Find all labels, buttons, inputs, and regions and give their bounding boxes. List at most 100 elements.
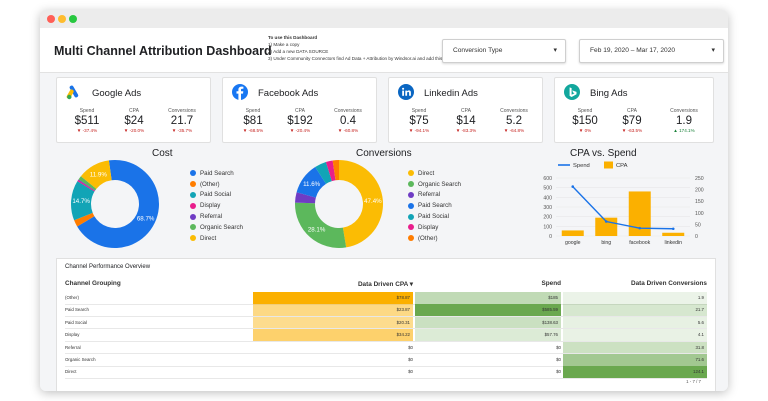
donut-slice-referral[interactable] (78, 179, 96, 191)
spend-line[interactable] (572, 186, 674, 230)
cost-legend: Paid Search (Other) Paid Social Display Refe… (190, 168, 243, 244)
legend-label: Paid Search (200, 169, 234, 177)
cpa-vs-spend-chart[interactable]: 6005004003002001000250200150100500google… (494, 160, 716, 254)
donut-slice-referral[interactable] (295, 192, 316, 204)
column-header-conversions[interactable]: Data Driven Conversions (630, 280, 707, 287)
legend-item[interactable]: Direct (408, 168, 461, 179)
legend-swatch (408, 213, 414, 220)
y-tick-left: 500 (543, 186, 552, 192)
legend-label: Organic Search (418, 180, 461, 188)
spend-point-google[interactable] (571, 185, 575, 188)
linkedin-ads-card[interactable]: Linkedin Ads Spend $75 ▼ -94.1% CPA $14 ▼ -8… (388, 77, 543, 143)
conversions-chart-title: Conversions (356, 148, 412, 159)
legend-label: Direct (200, 234, 217, 242)
google-ads-icon (66, 85, 79, 100)
minimize-window-button[interactable] (58, 15, 66, 23)
table-row[interactable]: Referral $0 $0 31.8 (65, 341, 707, 355)
donut-slice-paid-social[interactable] (71, 181, 95, 221)
cell-channel: Paid Social (65, 319, 87, 325)
cell-channel: (Other) (65, 295, 79, 300)
donut-slice-organic-search[interactable] (295, 202, 347, 248)
delta-badge: ▼ 0% (578, 128, 592, 133)
window-titlebar (40, 10, 728, 29)
legend-item[interactable]: (Other) (190, 179, 243, 190)
page-title: Multi Channel Attribution Dashboard (54, 44, 272, 58)
table-title: Channel Performance Overview (65, 264, 151, 270)
table-pager[interactable]: 1 - 7 / 7 (686, 379, 701, 384)
cpa-bar-facebook[interactable] (628, 191, 651, 236)
table-row[interactable]: Organic Search $0 $0 71.6 (65, 354, 707, 367)
legend-label: Referral (418, 191, 441, 199)
donut-slice--other-[interactable] (74, 212, 95, 227)
column-header-spend[interactable]: Spend (541, 280, 561, 287)
conversions-donut-chart[interactable]: 47.4% 28.1% 11.6% (294, 159, 384, 249)
slice-label: 47.4% (364, 198, 382, 205)
delta-badge: ▼ -83.3% (455, 128, 477, 133)
spend-point-linkedin[interactable] (671, 227, 675, 231)
spend-point-bing[interactable] (604, 220, 608, 223)
legend-swatch (190, 181, 196, 188)
cpa-bar-google[interactable] (561, 230, 584, 236)
cell-spend: $0 (556, 344, 561, 350)
donut-slice-direct[interactable] (80, 160, 112, 189)
cell-conversions: 31.8 (563, 341, 707, 354)
legend-item[interactable]: Paid Social (190, 190, 243, 201)
legend-label: Direct (418, 169, 435, 177)
table-row[interactable]: Paid Search $23.87 $585.59 21.7 (65, 304, 707, 317)
legend-item[interactable]: Referral (408, 190, 461, 201)
legend-item[interactable]: Paid Search (408, 200, 461, 211)
legend-item[interactable]: Paid Search (190, 168, 243, 179)
legend-label-spend: Spend (573, 163, 590, 169)
legend-item[interactable]: Direct (190, 233, 243, 244)
donut-slice-direct[interactable] (339, 160, 383, 248)
cost-donut-chart[interactable]: 68.7% 14.7% 11.9% (70, 159, 160, 249)
spend-metric: Spend $150 ▼ 0% (564, 108, 606, 133)
column-header-cpa[interactable]: Data Driven CPA ▾ (357, 281, 413, 288)
close-window-button[interactable] (47, 15, 55, 23)
legend-item[interactable]: (Other) (408, 233, 461, 244)
conversion-type-dropdown[interactable]: Conversion Type ▾ (442, 39, 566, 63)
dashboard: Multi Channel Attribution Dashboard To u… (40, 28, 728, 391)
maximize-window-button[interactable] (69, 15, 77, 23)
legend-label: Paid Social (200, 191, 231, 199)
date-range-picker[interactable]: Feb 19, 2020 – Mar 17, 2020 ▾ (579, 39, 724, 63)
legend-swatch (408, 181, 414, 188)
donut-slice-paid-search[interactable] (296, 166, 327, 198)
spend-point-facebook[interactable] (638, 226, 642, 230)
y-tick-left: 200 (543, 215, 552, 221)
cpa-bar-linkedin[interactable] (662, 232, 685, 236)
legend-item[interactable]: Organic Search (408, 179, 461, 190)
table-row[interactable]: Paid Social $20.31 $138.63 5.6 (65, 316, 707, 330)
donut-slice-paid-search[interactable] (77, 160, 159, 248)
bing-ads-card[interactable]: Bing Ads Spend $150 ▼ 0% CPA $79 ▼ -63.5% Co… (554, 77, 714, 143)
legend-item[interactable]: Organic Search (190, 222, 243, 233)
legend-swatch (190, 170, 196, 177)
donut-slice-display[interactable] (77, 180, 95, 192)
legend-item[interactable]: Referral (190, 211, 243, 222)
cell-conversions: 5.6 (563, 316, 707, 329)
donut-slice-paid-social[interactable] (315, 161, 332, 184)
legend-item[interactable]: Display (408, 222, 461, 233)
x-tick-label: linkedin (664, 240, 682, 246)
cpa-metric: CPA $14 ▼ -83.3% (445, 108, 487, 133)
slice-label: 14.7% (72, 198, 90, 205)
cpa-metric: CPA $79 ▼ -63.5% (611, 108, 653, 133)
legend-swatch (190, 191, 196, 198)
cpa-spend-chart-title: CPA vs. Spend (570, 148, 637, 159)
table-row[interactable]: Display $34.22 $57.76 4.1 (65, 329, 707, 342)
donut-slice-organic-search[interactable] (78, 176, 97, 191)
donut-slice-display[interactable] (325, 160, 336, 182)
facebook-ads-card[interactable]: Facebook Ads Spend $81 ▼ -68.5% CPA $192 ▼ -… (222, 77, 377, 143)
slice-label: 68.7% (137, 216, 155, 223)
slice-label: 11.9% (90, 171, 108, 178)
donut-slice--other-[interactable] (332, 160, 339, 181)
table-row[interactable]: (Other) $78.87 $185 1.9 (65, 292, 707, 305)
legend-item[interactable]: Display (190, 200, 243, 211)
date-range-label: Feb 19, 2020 – Mar 17, 2020 (590, 47, 676, 54)
column-header-channel[interactable]: Channel Grouping (65, 280, 121, 287)
delta-badge: ▼ -68.5% (242, 128, 264, 133)
google-ads-card[interactable]: Google Ads Spend $511 ▼ -37.4% CPA $24 ▼ -20… (56, 77, 211, 143)
table-row[interactable]: Direct $0 $0 124.1 (65, 366, 707, 379)
cell-conversions: 71.6 (563, 354, 707, 366)
legend-item[interactable]: Paid Social (408, 211, 461, 222)
